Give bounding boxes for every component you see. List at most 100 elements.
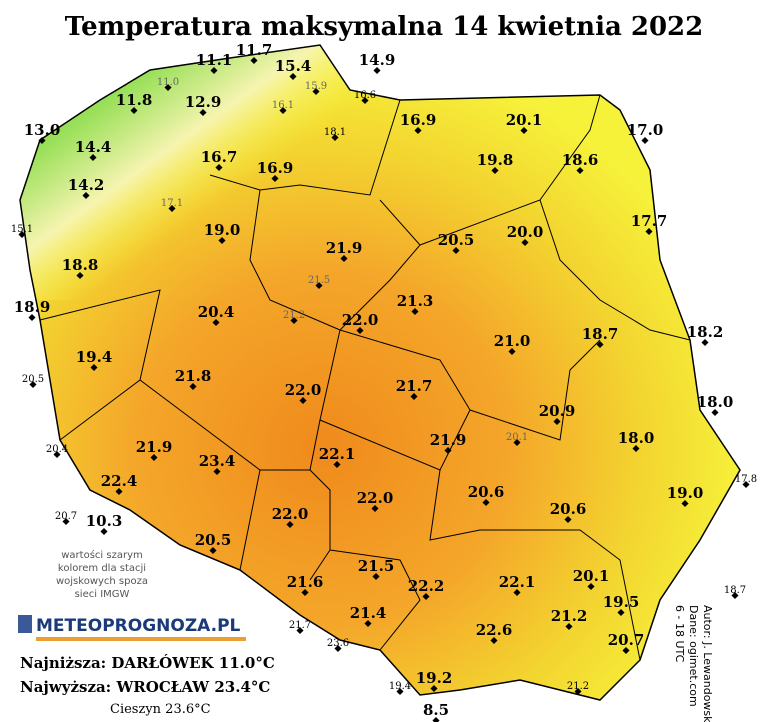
- station-marker: [340, 254, 348, 263]
- station-marker: [279, 106, 287, 115]
- station-marker: [681, 499, 689, 508]
- station-value: 22.6: [476, 621, 513, 639]
- lowest: Najniższa: DARŁÓWEK 11.0°C: [20, 654, 275, 672]
- station-value: 18.0: [697, 393, 734, 411]
- station-marker: [168, 204, 176, 213]
- station-marker: [53, 450, 61, 459]
- station-marker: [490, 636, 498, 645]
- station-marker: [296, 626, 304, 635]
- station-marker: [742, 480, 750, 489]
- station-value: 20.1: [573, 567, 610, 585]
- station-value: 18.0: [618, 429, 655, 447]
- station-value: 20.4: [198, 303, 235, 321]
- station-marker: [711, 408, 719, 417]
- station-marker: [410, 392, 418, 401]
- station-value: 21.5: [358, 557, 395, 575]
- station-value: 22.0: [342, 311, 379, 329]
- station-marker: [250, 56, 258, 65]
- station-marker: [521, 238, 529, 247]
- station-marker: [286, 520, 294, 529]
- station-value: 15.1: [11, 224, 33, 235]
- station-marker: [430, 684, 438, 693]
- station-marker: [150, 453, 158, 462]
- station-value: 21.2: [551, 607, 588, 625]
- station-value: 14.2: [68, 176, 105, 194]
- station-value: 21.6: [287, 573, 324, 591]
- station-marker: [452, 246, 460, 255]
- station-value: 14.9: [359, 51, 396, 69]
- station-marker: [333, 460, 341, 469]
- station-marker: [576, 166, 584, 175]
- station-marker: [312, 87, 320, 96]
- station-value: 23.4: [199, 452, 236, 470]
- station-value: 16.9: [400, 111, 437, 129]
- station-value: 18.2: [687, 323, 724, 341]
- station-value: 22.0: [285, 381, 322, 399]
- logo-bar: [36, 637, 246, 641]
- station-marker: [38, 136, 46, 145]
- station-value: 21.8: [175, 367, 212, 385]
- station-value: 20.5: [22, 374, 44, 385]
- station-value: 21.3: [397, 292, 434, 310]
- station-value: 11.0: [157, 77, 179, 88]
- station-marker: [271, 174, 279, 183]
- station-value: 21.7: [289, 620, 311, 631]
- station-value: 21.2: [567, 681, 589, 692]
- title: Temperatura maksymalna 14 kwietnia 2022: [65, 12, 703, 42]
- station-value: 20.5: [438, 231, 475, 249]
- station-marker: [574, 687, 582, 696]
- station-value: 13.0: [24, 121, 61, 139]
- station-marker: [482, 498, 490, 507]
- station-marker: [444, 446, 452, 455]
- station-marker: [29, 380, 37, 389]
- station-value: 22.2: [408, 577, 445, 595]
- station-value: 21.9: [430, 431, 467, 449]
- region-borders: [39, 94, 691, 661]
- station-marker: [212, 318, 220, 327]
- station-value: 17.7: [631, 212, 668, 230]
- station-marker: [396, 687, 404, 696]
- note-line: wojskowych spoza: [56, 576, 148, 587]
- station-marker: [299, 396, 307, 405]
- station-marker: [361, 96, 369, 105]
- station-value: 19.0: [667, 484, 704, 502]
- station-marker: [331, 133, 339, 142]
- station-value: 20.1: [506, 111, 543, 129]
- station-marker: [28, 313, 36, 322]
- station-marker: [632, 444, 640, 453]
- station-marker: [289, 72, 297, 81]
- station-marker: [617, 608, 625, 617]
- station-marker: [645, 227, 653, 236]
- legend-note: wartości szarym kolorem dla stacji wojskow…: [56, 549, 148, 600]
- station-value: 20.9: [539, 402, 576, 420]
- station-value: 15.9: [305, 81, 327, 92]
- station-marker: [199, 108, 207, 117]
- station-value: 19.8: [477, 151, 514, 169]
- logo: METEOPROGNOZA.PL: [36, 616, 241, 636]
- station-marker: [210, 66, 218, 75]
- station-marker: [513, 438, 521, 447]
- station-marker: [564, 515, 572, 524]
- station-marker: [508, 347, 516, 356]
- station-value: 16.6: [354, 90, 376, 101]
- station-marker: [89, 153, 97, 162]
- station-value: 20.4: [46, 444, 68, 455]
- station-value: 17.8: [735, 474, 757, 485]
- station-value: 20.7: [608, 631, 645, 649]
- station-value: 21.9: [136, 438, 173, 456]
- station-marker: [218, 236, 226, 245]
- station-value: 19.4: [389, 681, 411, 692]
- station-marker: [76, 271, 84, 280]
- station-value: 22.0: [357, 489, 394, 507]
- station-marker: [373, 66, 381, 75]
- station-value: 14.4: [75, 138, 112, 156]
- station-value: 8.5: [423, 701, 449, 719]
- station-value: 21.0: [494, 332, 531, 350]
- station-value: 20.0: [507, 223, 544, 241]
- station-value: 16.7: [201, 148, 238, 166]
- credit-line: 6 - 18 UTC: [673, 605, 686, 663]
- station-value: 21.4: [350, 604, 387, 622]
- station-value: 18.7: [582, 325, 619, 343]
- station-marker: [587, 582, 595, 591]
